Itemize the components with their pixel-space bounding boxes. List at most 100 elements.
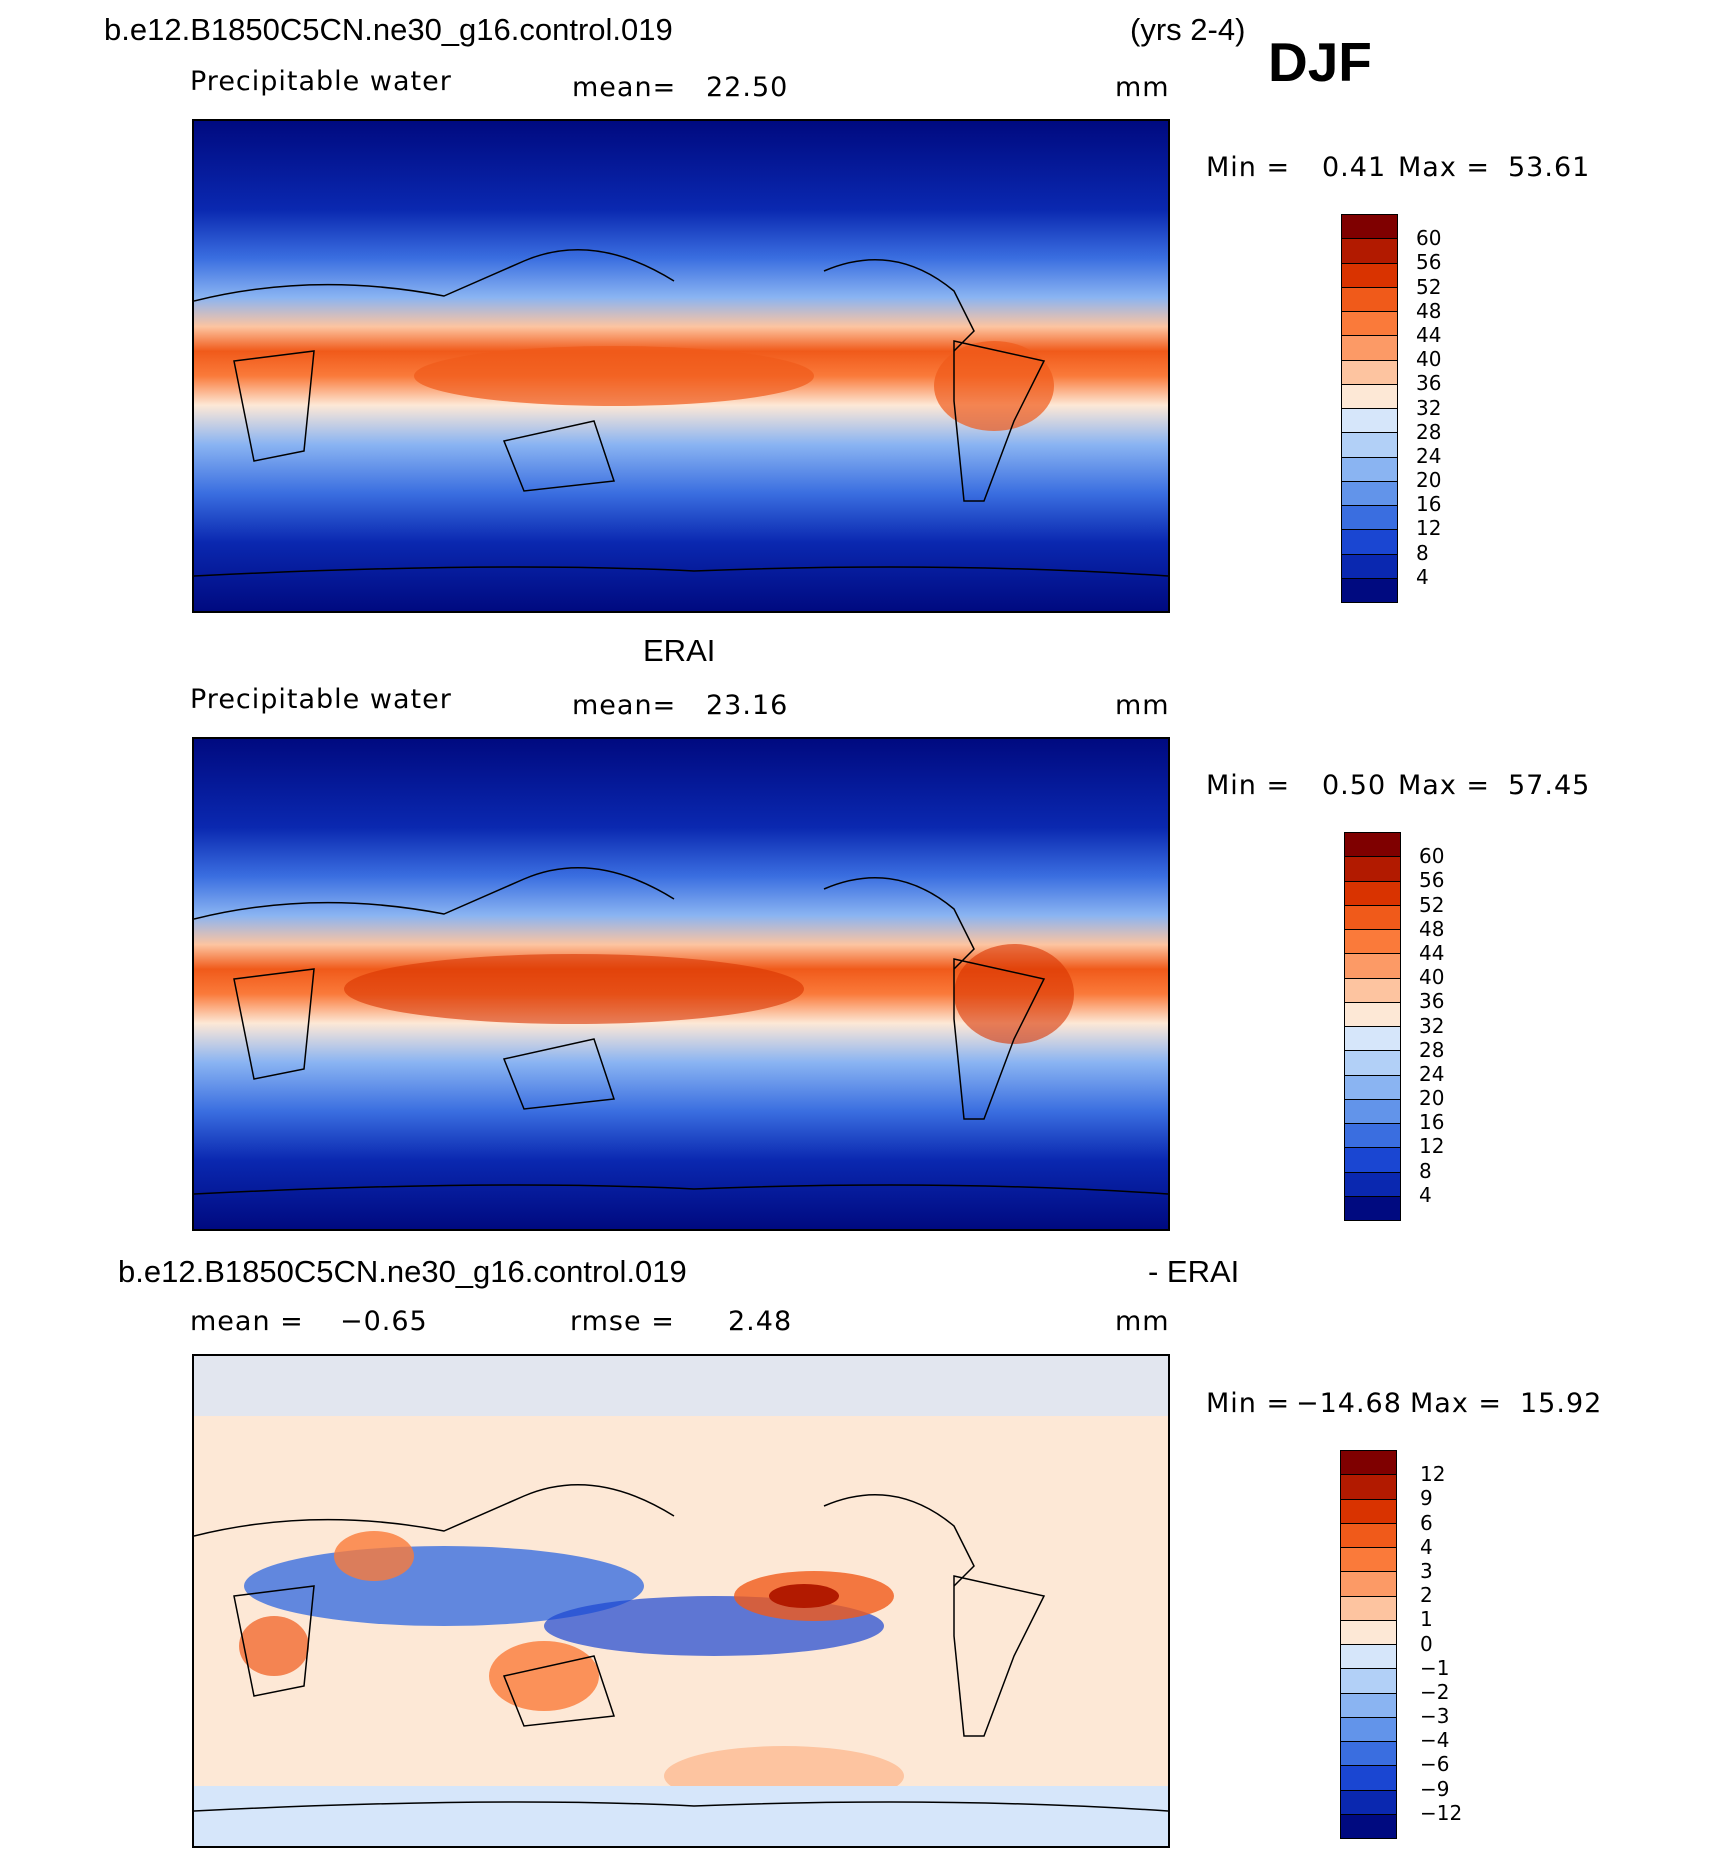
- panel2-units: mm: [1115, 690, 1170, 721]
- panel2-title: ERAI: [643, 633, 716, 668]
- colorbar-swatch: [1341, 1814, 1396, 1838]
- colorbar-tick-label: 2: [1420, 1583, 1433, 1608]
- colorbar-swatch: [1342, 457, 1397, 482]
- colorbar-tick-label: 36: [1416, 371, 1442, 396]
- colorbar-swatch: [1345, 881, 1400, 906]
- colorbar-tick-label: 8: [1416, 540, 1429, 565]
- colorbar-swatch: [1345, 833, 1400, 858]
- colorbar-tick-label: 56: [1416, 250, 1442, 275]
- panel2-map: [192, 737, 1170, 1231]
- panel2-precip-field: [194, 739, 1168, 1229]
- panel3-units: mm: [1115, 1306, 1170, 1337]
- panel1-min-label: Min =: [1206, 152, 1291, 183]
- colorbar-swatch: [1341, 1742, 1396, 1767]
- colorbar-swatch: [1345, 1002, 1400, 1027]
- colorbar-swatch: [1342, 360, 1397, 385]
- colorbar-tick-label: 4: [1419, 1182, 1432, 1207]
- panel2-min-label: Min =: [1206, 770, 1291, 801]
- colorbar-tick-label: −4: [1420, 1728, 1450, 1753]
- panel1-precip-field: [194, 121, 1168, 611]
- colorbar-swatch: [1341, 1548, 1396, 1573]
- colorbar-tick-label: 48: [1416, 298, 1442, 323]
- panel3-mean-label: mean =: [190, 1306, 304, 1337]
- colorbar-tick-label: −2: [1420, 1679, 1450, 1704]
- panel1-max-value: 53.61: [1508, 152, 1591, 183]
- colorbar-tick-label: 12: [1419, 1134, 1445, 1159]
- panel3-rmse-label: rmse =: [570, 1306, 675, 1337]
- colorbar-swatch: [1342, 578, 1397, 602]
- colorbar-swatch: [1341, 1693, 1396, 1718]
- colorbar-tick-label: 28: [1416, 419, 1442, 444]
- colorbar-tick-label: 12: [1416, 516, 1442, 541]
- colorbar-tick-label: 28: [1419, 1037, 1445, 1062]
- colorbar-tick-label: 20: [1419, 1086, 1445, 1111]
- panel2-mean-value: 23.16: [706, 690, 789, 721]
- panel2-max-value: 57.45: [1508, 770, 1591, 801]
- panel1-variable: Precipitable water: [190, 66, 452, 97]
- colorbar-tick-label: 36: [1419, 989, 1445, 1014]
- colorbar-tick-label: −9: [1420, 1776, 1450, 1801]
- colorbar-swatch: [1341, 1717, 1396, 1742]
- colorbar-tick-label: 52: [1416, 274, 1442, 299]
- colorbar-swatch: [1341, 1766, 1396, 1791]
- colorbar-tick-label: 3: [1420, 1558, 1433, 1583]
- colorbar-tick-label: 44: [1416, 322, 1442, 347]
- colorbar-swatch: [1345, 1027, 1400, 1052]
- colorbar-swatch: [1342, 481, 1397, 506]
- colorbar-swatch: [1345, 1196, 1400, 1220]
- colorbar-swatch: [1342, 336, 1397, 361]
- colorbar-tick-label: 12: [1420, 1462, 1446, 1487]
- colorbar-swatch: [1341, 1475, 1396, 1500]
- colorbar-swatch: [1341, 1596, 1396, 1621]
- colorbar-tick-label: 48: [1419, 916, 1445, 941]
- colorbar-swatch: [1342, 409, 1397, 434]
- colorbar-tick-label: 16: [1416, 492, 1442, 517]
- colorbar-tick-label: 32: [1419, 1013, 1445, 1038]
- colorbar-tick-label: 6: [1420, 1510, 1433, 1535]
- colorbar-swatch: [1345, 1075, 1400, 1100]
- colorbar-swatch: [1341, 1620, 1396, 1645]
- season-label: DJF: [1268, 31, 1372, 93]
- colorbar-tick-label: 60: [1416, 226, 1442, 251]
- colorbar-swatch: [1345, 1172, 1400, 1197]
- colorbar-tick-label: 1: [1420, 1607, 1433, 1632]
- panel3-colorbar: [1340, 1450, 1397, 1839]
- panel1-mean-label: mean=: [572, 72, 677, 103]
- panel3-min-value: −14.68: [1296, 1388, 1402, 1419]
- panel1-map: [192, 119, 1170, 613]
- colorbar-tick-label: 0: [1420, 1631, 1433, 1656]
- colorbar-swatch: [1341, 1790, 1396, 1815]
- panel2-colorbar: [1344, 832, 1401, 1221]
- colorbar-tick-label: −3: [1420, 1704, 1450, 1729]
- colorbar-tick-label: 52: [1419, 892, 1445, 917]
- panel3-title-suffix: - ERAI: [1148, 1254, 1240, 1289]
- colorbar-tick-label: 44: [1419, 940, 1445, 965]
- panel3-title: b.e12.B1850C5CN.ne30_g16.control.019: [118, 1254, 687, 1289]
- colorbar-swatch: [1342, 239, 1397, 264]
- colorbar-swatch: [1341, 1645, 1396, 1670]
- colorbar-tick-label: 4: [1416, 564, 1429, 589]
- panel3-mean-value: −0.65: [340, 1306, 428, 1337]
- colorbar-swatch: [1342, 215, 1397, 240]
- colorbar-swatch: [1342, 312, 1397, 337]
- panel2-mean-label: mean=: [572, 690, 677, 721]
- years-label: (yrs 2-4): [1130, 12, 1246, 47]
- colorbar-swatch: [1342, 384, 1397, 409]
- colorbar-swatch: [1342, 530, 1397, 555]
- colorbar-tick-label: 16: [1419, 1110, 1445, 1135]
- colorbar-tick-label: −12: [1420, 1800, 1463, 1825]
- colorbar-tick-label: 40: [1419, 965, 1445, 990]
- colorbar-tick-label: 40: [1416, 347, 1442, 372]
- colorbar-swatch: [1342, 263, 1397, 288]
- colorbar-tick-label: 9: [1420, 1486, 1433, 1511]
- colorbar-swatch: [1345, 930, 1400, 955]
- colorbar-swatch: [1341, 1523, 1396, 1548]
- colorbar-tick-label: −1: [1420, 1655, 1450, 1680]
- colorbar-swatch: [1342, 554, 1397, 579]
- colorbar-tick-label: 4: [1420, 1534, 1433, 1559]
- colorbar-tick-label: 20: [1416, 468, 1442, 493]
- colorbar-swatch: [1341, 1499, 1396, 1524]
- panel1-units: mm: [1115, 72, 1170, 103]
- panel1-max-label: Max =: [1398, 152, 1491, 183]
- colorbar-swatch: [1341, 1572, 1396, 1597]
